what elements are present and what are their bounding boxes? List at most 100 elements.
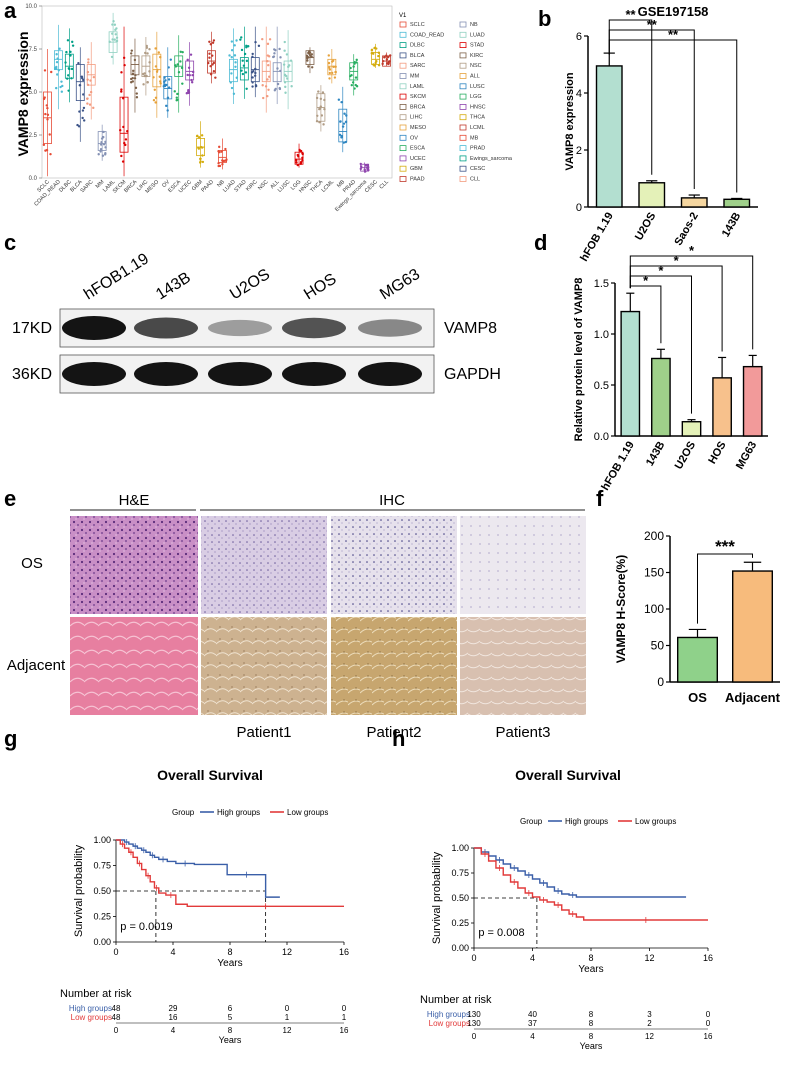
panel-a-point xyxy=(230,55,233,59)
panel-a-point xyxy=(148,61,151,64)
panel-a-point xyxy=(233,44,236,47)
panel-a-point xyxy=(121,160,125,163)
panel-h-risk-title: Number at risk xyxy=(420,994,492,1006)
panel-a-point xyxy=(320,114,324,117)
panel-a-point xyxy=(55,60,59,64)
panel-a-point xyxy=(77,125,81,128)
panel-a-point xyxy=(145,44,148,48)
panel-a-point xyxy=(114,28,117,32)
panel-a-point xyxy=(278,86,281,90)
panel-a-point xyxy=(251,85,254,88)
panel-a-group-gbm xyxy=(195,121,205,168)
panel-a-legend-label: THCA xyxy=(470,115,485,121)
panel-a-point xyxy=(67,89,70,92)
panel-a-group-luad xyxy=(228,28,238,105)
panel-g-xtick-label: 8 xyxy=(227,947,232,957)
panel-a-xtick-label: MM xyxy=(95,179,106,190)
panel-a-point xyxy=(284,85,287,89)
panel-letter-e: e xyxy=(4,486,16,511)
panel-a-point xyxy=(353,60,356,64)
panel-h-ytick-label: 0.25 xyxy=(451,918,469,928)
panel-a-point xyxy=(266,60,269,63)
panel-a-point xyxy=(283,40,286,44)
panel-a-legend-key xyxy=(459,104,467,110)
panel-a-point xyxy=(243,52,247,56)
panel-a-point xyxy=(58,47,61,50)
panel-a-point xyxy=(81,116,84,120)
panel-a-point xyxy=(301,159,304,162)
panel-a-group-lgg xyxy=(294,143,304,168)
panel-b-sig-bracket xyxy=(608,39,738,193)
panel-h-risk-group-label: High groups xyxy=(427,1010,470,1019)
panel-a-point xyxy=(339,120,342,123)
panel-a-group-ewings_sarcoma xyxy=(359,162,370,173)
panel-a-point xyxy=(240,36,243,39)
panel-a-legend-title: V1 xyxy=(399,13,407,19)
panel-a-point xyxy=(317,90,320,93)
panel-a-point xyxy=(169,58,172,61)
panel-d-ytick-label: 1.0 xyxy=(594,329,609,341)
panel-a-point xyxy=(262,96,265,100)
panel-a-point xyxy=(201,146,204,149)
panel-h-curve-low xyxy=(474,847,708,921)
panel-g-xtick-label: 4 xyxy=(170,947,175,957)
panel-a-point xyxy=(328,71,332,75)
panel-h-legend-high: High groups xyxy=(565,817,608,826)
panel-a-point xyxy=(56,57,59,60)
panel-c-kd-label: 17KD xyxy=(12,320,52,337)
panel-a-group-brca xyxy=(129,38,140,113)
panel-a-legend-label: LAML xyxy=(410,84,424,90)
panel-a-point xyxy=(192,70,195,74)
panel-a-point xyxy=(86,102,89,105)
panel-a-point xyxy=(354,83,357,87)
panel-a-point xyxy=(334,70,337,74)
panel-a-point xyxy=(120,154,123,158)
panel-a-point xyxy=(211,54,214,57)
panel-a-point xyxy=(186,73,189,77)
panel-a-point xyxy=(250,71,254,74)
panel-a-point xyxy=(375,47,378,50)
panel-a-point xyxy=(241,72,245,76)
panel-a-point xyxy=(112,20,115,23)
panel-h-xtick-label: 4 xyxy=(530,953,535,963)
panel-a-point xyxy=(197,147,201,150)
panel-a-point xyxy=(345,114,348,117)
panel-a-point xyxy=(337,98,341,101)
panel-h-legend: Group High groups Low groups xyxy=(520,817,676,826)
panel-a-point xyxy=(46,106,49,110)
panel-a-legend-key xyxy=(399,52,407,59)
panel-h-risk-count: 3 xyxy=(647,1010,652,1019)
panel-a-point xyxy=(196,134,199,138)
panel-a-legend: V1 SCLC COAD_READ DLBC BLCA SARC MM LAML SKCM BR… xyxy=(399,13,513,183)
panel-a-point xyxy=(366,168,370,171)
panel-a-point xyxy=(298,148,301,152)
panel-a-point xyxy=(232,92,236,95)
panel-a-point xyxy=(86,78,89,81)
panel-a-point xyxy=(316,114,319,118)
panel-a-point xyxy=(224,147,227,151)
panel-g-legend: Group High groups Low groups xyxy=(172,808,328,817)
panel-a-group-lusc xyxy=(282,30,293,110)
panel-a-legend-key xyxy=(459,114,467,121)
panel-a-ylabel: VAMP8 expression xyxy=(15,31,31,156)
panel-a-point xyxy=(234,65,237,68)
panel-a-point xyxy=(83,119,86,122)
panel-a-point xyxy=(217,164,220,168)
panel-a-point xyxy=(179,50,182,53)
ihc-os-patient3-image xyxy=(460,516,586,614)
panel-a-point xyxy=(235,39,238,42)
panel-a-point xyxy=(133,77,137,80)
panel-h-pvalue: p = 0.008 xyxy=(478,927,524,939)
panel-d-bar xyxy=(620,310,641,437)
panel-a-point xyxy=(353,87,356,90)
panel-a-point xyxy=(108,40,111,44)
panel-a-point xyxy=(181,82,184,85)
panel-a-point xyxy=(92,106,95,110)
panel-f-xtick-label: Adjacent xyxy=(725,690,781,705)
panel-a-point xyxy=(86,70,90,74)
panel-a-point xyxy=(148,70,151,73)
panel-a-xtick-label: ALL xyxy=(269,179,280,190)
panel-a-point xyxy=(244,71,248,74)
panel-a-point xyxy=(159,80,162,83)
